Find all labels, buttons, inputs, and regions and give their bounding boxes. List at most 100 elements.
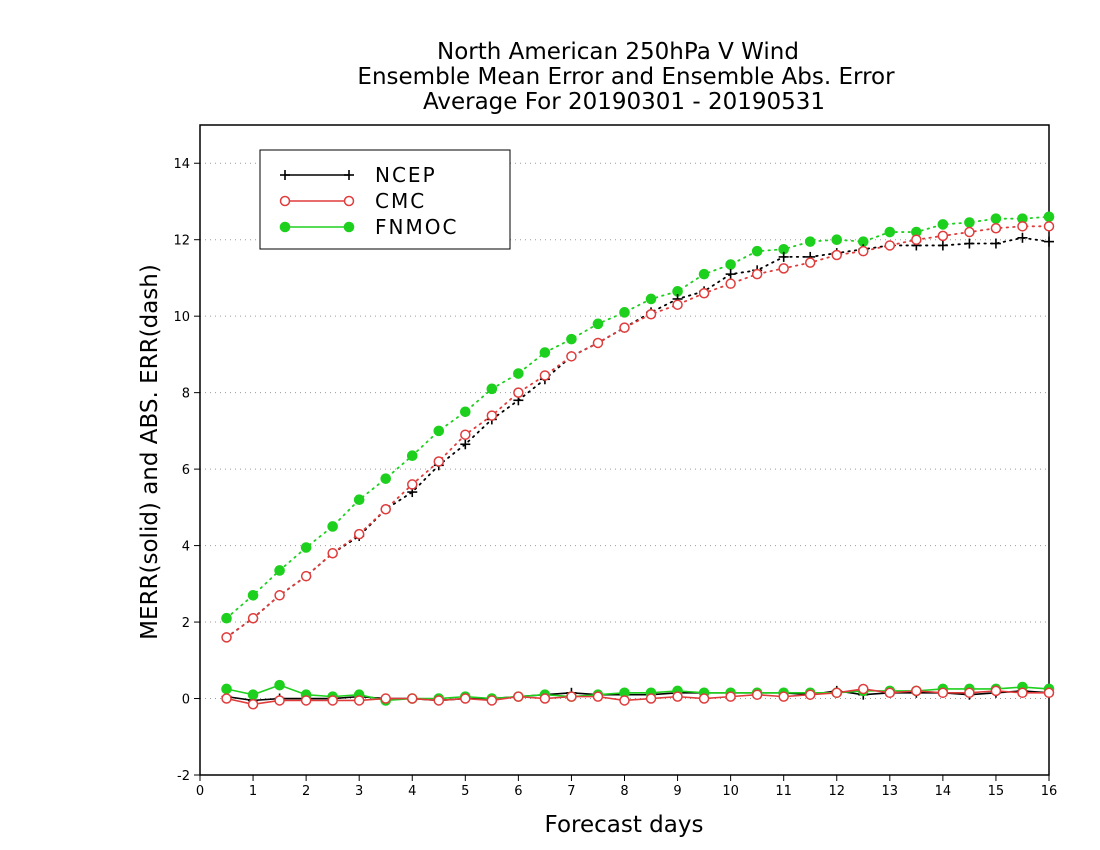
cmc-mean-err-point <box>778 691 789 702</box>
fnmoc-abs-err-point <box>804 236 816 247</box>
x-tick-label: 2 <box>302 784 310 799</box>
cmc-abs-err-point <box>513 387 524 398</box>
cmc-mean-err-point <box>831 687 842 699</box>
legend-marker <box>343 195 355 207</box>
legend-marker <box>344 170 354 180</box>
y-tick-label: 12 <box>173 234 190 249</box>
cmc-mean-err-point <box>327 695 338 706</box>
cmc-abs-err-point <box>990 222 1002 234</box>
cmc-mean-err-point <box>433 695 445 706</box>
cmc-abs-err-point <box>486 410 498 421</box>
x-tick-label: 7 <box>567 784 575 799</box>
cmc-abs-err-point <box>937 230 949 242</box>
legend-item-cmc: CMC <box>279 189 426 213</box>
cmc-abs-err-point <box>221 632 232 643</box>
fnmoc-abs-err-point <box>751 245 763 257</box>
chart-title-line-1: North American 250hPa V Wind <box>437 39 799 65</box>
y-tick-label: 4 <box>182 540 190 555</box>
y-tick-label: 2 <box>182 616 190 631</box>
fnmoc-mean-err-point <box>221 683 232 695</box>
cmc-mean-err-point <box>990 685 1002 697</box>
cmc-mean-err-point <box>911 685 922 697</box>
cmc-mean-err-point <box>751 689 763 700</box>
cmc-mean-err-point <box>964 687 975 699</box>
fnmoc-abs-err-point <box>274 565 285 576</box>
ncep-abs-err-point <box>937 240 948 251</box>
cmc-mean-err-point <box>858 683 869 695</box>
cmc-mean-err <box>221 683 1055 710</box>
fnmoc-abs-err-point <box>539 347 551 358</box>
cmc-abs-err-point <box>380 504 391 515</box>
legend-box <box>259 149 511 250</box>
cmc-abs-err-point <box>300 570 312 582</box>
legend-item-fnmoc: FNMOC <box>279 215 458 239</box>
cmc-abs-err-point <box>407 479 418 490</box>
cmc-mean-err-point <box>274 695 285 706</box>
cmc-abs-err-point <box>858 245 869 257</box>
fnmoc-abs-err-point <box>698 268 710 280</box>
cmc-mean-err-point <box>380 693 391 704</box>
fnmoc-abs-err-point <box>460 406 471 418</box>
cmc-mean-err-point <box>247 699 259 710</box>
cmc-mean-err-point <box>460 693 471 704</box>
cmc-mean-err-point <box>486 695 498 706</box>
fnmoc-abs-err-line <box>225 215 1050 620</box>
cmc-mean-err-point <box>804 689 816 700</box>
cmc-abs-err-point <box>964 226 975 238</box>
y-axis-ticks: -2 0 2 4 6 8 10 12 14 <box>173 157 200 784</box>
x-tick-label: 4 <box>408 784 416 799</box>
y-tick-label: 14 <box>173 157 190 172</box>
x-tick-label: 10 <box>722 784 739 799</box>
fnmoc-abs-err-point <box>619 307 630 318</box>
ncep-abs-err-line <box>225 236 1050 639</box>
chart-title-line-2: Ensemble Mean Error and Ensemble Abs. Er… <box>357 64 895 90</box>
legend-label: FNMOC <box>375 215 458 239</box>
grid-lines <box>200 162 1049 776</box>
fnmoc-abs-err-point <box>513 368 524 379</box>
ncep-abs-err-point <box>460 439 471 450</box>
ncep-abs-err-point <box>1044 236 1054 247</box>
x-axis-ticks: 0 1 2 3 4 5 6 7 8 9 10 11 12 13 14 15 16 <box>196 775 1057 799</box>
x-tick-label: 1 <box>249 784 257 799</box>
legend-label: NCEP <box>375 163 437 187</box>
x-tick-label: 15 <box>988 784 1005 799</box>
cmc-mean-err-point <box>407 693 418 704</box>
cmc-abs-err-point <box>247 612 259 624</box>
fnmoc-abs-err-point <box>406 450 418 462</box>
fnmoc-mean-err-point <box>247 689 259 701</box>
fnmoc-abs-err-point <box>937 219 949 230</box>
cmc-mean-err-point <box>884 687 896 699</box>
fnmoc-abs-err-point <box>486 383 498 395</box>
cmc-abs-err-point <box>566 351 577 362</box>
chart-title-line-3: Average For 20190301 - 20190531 <box>423 89 825 115</box>
cmc-abs-err-point <box>274 590 285 601</box>
fnmoc-mean-err-point <box>274 679 285 691</box>
fnmoc-abs-err-point <box>433 425 445 437</box>
cmc-abs-err-point <box>327 547 338 559</box>
x-tick-label: 8 <box>620 784 628 799</box>
cmc-abs-err-point <box>539 370 551 381</box>
x-tick-label: 5 <box>461 784 469 799</box>
cmc-abs-err-point <box>619 322 630 333</box>
fnmoc-abs-err <box>221 211 1055 624</box>
cmc-abs-err-point <box>751 268 763 280</box>
cmc-abs-err-point <box>725 278 736 289</box>
fnmoc-abs-err-point <box>327 521 338 532</box>
x-tick-label: 13 <box>882 784 899 799</box>
cmc-abs-err-line <box>225 225 1050 639</box>
fnmoc-abs-err-point <box>1043 211 1055 223</box>
cmc-abs-err <box>221 221 1055 643</box>
legend-marker <box>280 170 290 180</box>
cmc-abs-err-point <box>1017 221 1028 232</box>
x-tick-label: 16 <box>1041 784 1058 799</box>
x-tick-label: 6 <box>514 784 522 799</box>
cmc-mean-err-point <box>221 693 232 704</box>
legend-label: CMC <box>375 189 426 213</box>
cmc-mean-err-point <box>698 693 710 704</box>
cmc-mean-err-point <box>300 695 312 706</box>
y-axis-label: MERR(solid) and ABS. ERR(dash) <box>137 264 163 640</box>
x-tick-label: 11 <box>775 784 792 799</box>
cmc-abs-err-point <box>884 240 896 251</box>
cmc-abs-err-point <box>460 429 471 440</box>
